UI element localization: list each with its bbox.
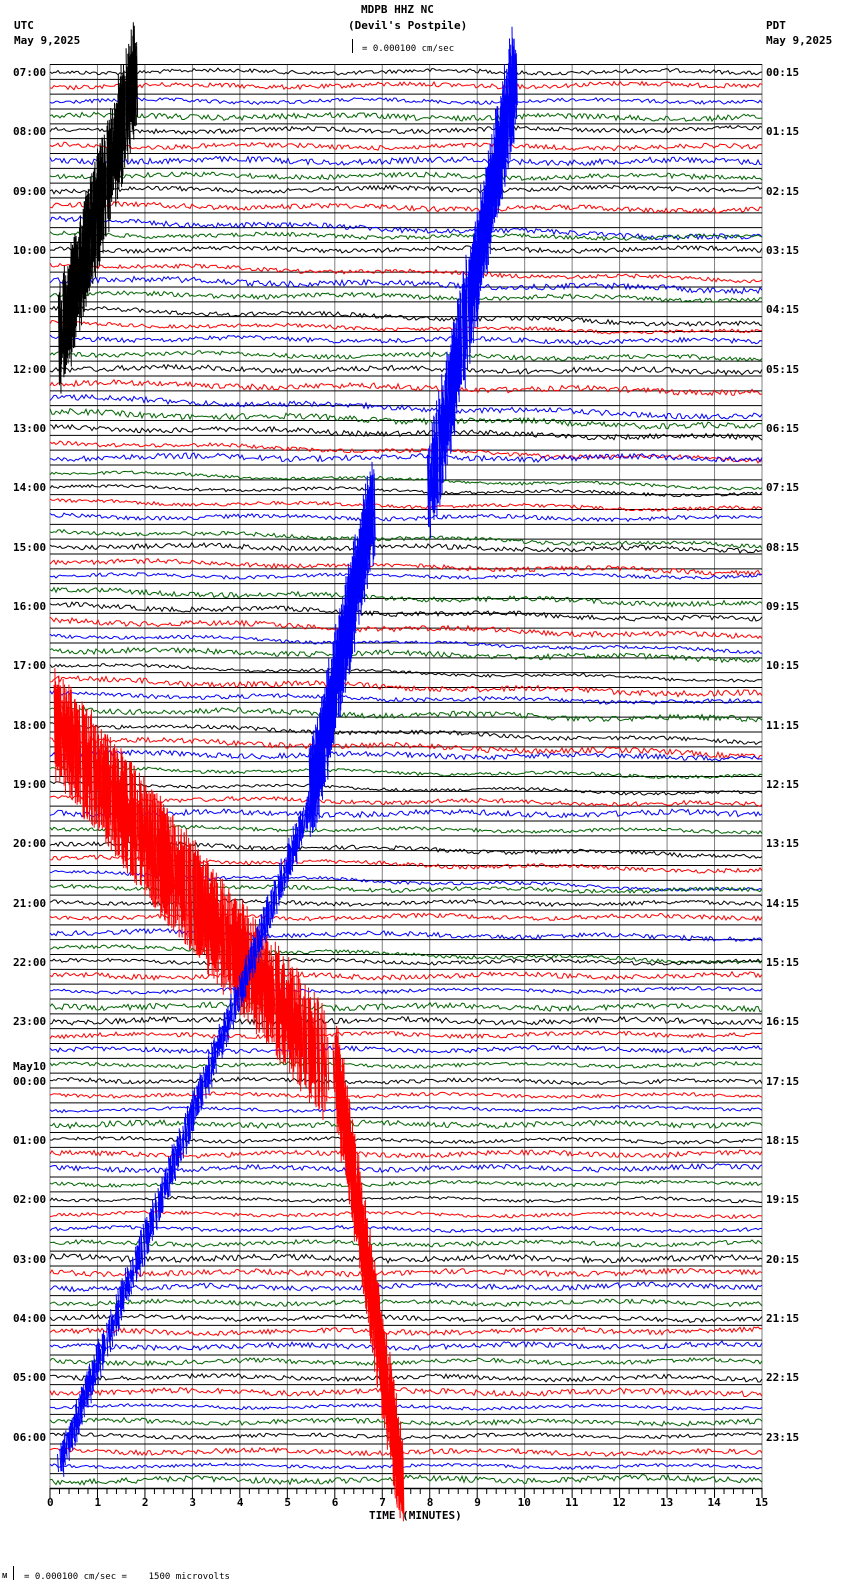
left-timezone: UTC xyxy=(14,19,34,32)
utc-label: 12:00 xyxy=(13,362,47,376)
utc-label: 21:00 xyxy=(13,896,47,910)
right-date: May 9,2025 xyxy=(766,34,833,47)
right-timezone: PDT xyxy=(766,19,786,32)
scale-small-icon: ᴍ xyxy=(2,1571,8,1581)
scale-bar-icon-footer xyxy=(13,1566,17,1580)
pdt-label: 14:15 xyxy=(766,896,800,910)
x-tick-label: 10 xyxy=(517,1496,531,1509)
x-tick-label: 2 xyxy=(141,1496,149,1509)
utc-label: 04:00 xyxy=(13,1312,47,1325)
utc-label: 17:00 xyxy=(13,659,47,673)
pdt-label: 09:15 xyxy=(766,600,800,613)
utc-label: 00:00 xyxy=(13,1074,47,1088)
x-tick-label: 13 xyxy=(660,1496,674,1509)
pdt-label: 13:15 xyxy=(766,837,800,851)
day-marker: May10 xyxy=(13,1060,47,1073)
pdt-label: 04:15 xyxy=(766,303,800,317)
x-tick-label: 6 xyxy=(331,1496,339,1509)
utc-label: 20:00 xyxy=(13,837,47,851)
pdt-label: 20:15 xyxy=(766,1252,800,1266)
utc-label: 05:00 xyxy=(13,1371,47,1385)
pdt-label: 11:15 xyxy=(766,718,800,732)
pdt-label: 15:15 xyxy=(766,956,800,969)
utc-label: 16:00 xyxy=(13,600,47,613)
x-tick-label: 11 xyxy=(565,1496,579,1509)
utc-label: 15:00 xyxy=(13,540,47,554)
station-title: MDPB HHZ NC xyxy=(361,3,434,16)
x-tick-label: 15 xyxy=(755,1496,769,1509)
pdt-label: 19:15 xyxy=(766,1193,800,1207)
pdt-label: 03:15 xyxy=(766,244,800,257)
utc-label: 01:00 xyxy=(13,1134,47,1147)
station-location: (Devil's Postpile) xyxy=(348,19,468,32)
pdt-label: 23:15 xyxy=(766,1430,800,1444)
pdt-label: 02:15 xyxy=(766,184,800,198)
utc-label: 13:00 xyxy=(13,422,47,435)
pdt-label: 16:15 xyxy=(766,1015,800,1029)
utc-label: 22:00 xyxy=(13,956,47,969)
utc-label: 18:00 xyxy=(13,718,47,732)
x-tick-label: 0 xyxy=(47,1496,54,1509)
pdt-label: 22:15 xyxy=(766,1371,800,1385)
utc-label: 09:00 xyxy=(13,184,47,198)
utc-label: 07:00 xyxy=(13,66,47,79)
utc-label: 14:00 xyxy=(13,481,47,495)
utc-label: 08:00 xyxy=(13,125,47,139)
utc-label: 10:00 xyxy=(13,244,47,257)
pdt-label: 12:15 xyxy=(766,778,800,791)
scale-label: = 0.000100 cm/sec xyxy=(362,44,455,54)
x-tick-label: 9 xyxy=(474,1496,481,1509)
utc-label: 02:00 xyxy=(13,1193,47,1207)
pdt-label: 05:15 xyxy=(766,362,800,376)
x-tick-label: 8 xyxy=(426,1496,434,1509)
pdt-label: 01:15 xyxy=(766,125,800,139)
left-date: May 9,2025 xyxy=(14,34,81,47)
utc-label: 11:00 xyxy=(13,303,47,317)
pdt-label: 00:15 xyxy=(766,66,800,79)
pdt-label: 06:15 xyxy=(766,422,800,435)
pdt-label: 18:15 xyxy=(766,1134,800,1147)
x-tick-label: 12 xyxy=(612,1496,626,1509)
x-tick-label: 3 xyxy=(189,1496,197,1509)
x-tick-label: 4 xyxy=(236,1496,244,1509)
pdt-label: 10:15 xyxy=(766,659,800,673)
x-tick-label: 5 xyxy=(284,1496,291,1509)
utc-label: 06:00 xyxy=(13,1430,47,1444)
scale-note: = 0.000100 cm/sec = 1500 microvolts xyxy=(24,1572,230,1582)
pdt-label: 08:15 xyxy=(766,540,800,554)
pdt-label: 17:15 xyxy=(766,1074,800,1088)
x-axis-title: TIME (MINUTES) xyxy=(369,1509,462,1522)
x-tick-label: 1 xyxy=(94,1496,102,1509)
utc-label: 19:00 xyxy=(13,778,47,791)
scale-bar-icon xyxy=(352,39,356,53)
x-tick-label: 14 xyxy=(707,1496,721,1509)
x-tick-label: 7 xyxy=(379,1496,386,1509)
pdt-label: 07:15 xyxy=(766,481,800,495)
pdt-label: 21:15 xyxy=(766,1312,800,1325)
utc-label: 03:00 xyxy=(13,1252,47,1266)
utc-label: 23:00 xyxy=(13,1015,47,1029)
